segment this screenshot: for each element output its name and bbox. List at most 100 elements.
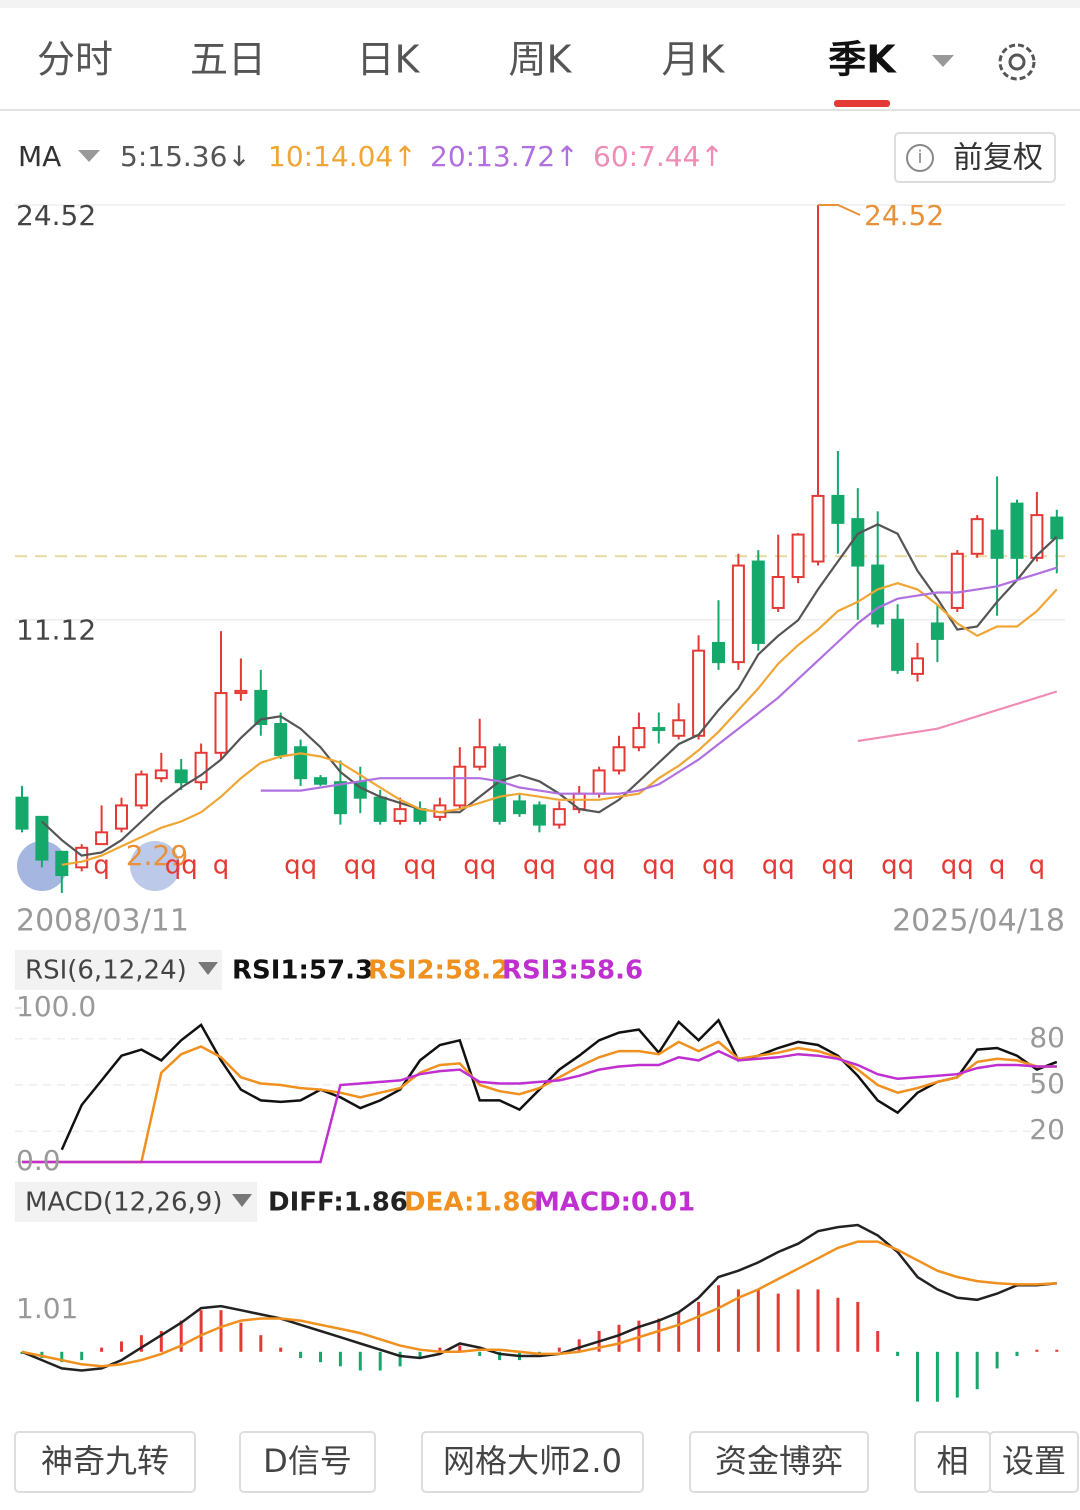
y-tick-label: 24.52 xyxy=(16,199,96,232)
info-glyph: i xyxy=(917,147,922,168)
signal-marker: q xyxy=(1029,851,1046,881)
signal-marker: qq xyxy=(941,851,974,881)
line xyxy=(260,566,1058,795)
candle-body xyxy=(811,494,825,563)
legend-entry: RSI3:58.6 xyxy=(502,956,643,986)
candle-body xyxy=(234,689,248,695)
signal-marker: qq xyxy=(702,851,735,881)
candle-body xyxy=(314,777,327,785)
candle-body xyxy=(393,808,407,822)
candle-body xyxy=(1050,516,1064,540)
candle-body xyxy=(532,804,546,826)
candle-body xyxy=(831,494,845,524)
line xyxy=(22,1049,1057,1164)
indicator-selector[interactable] xyxy=(15,1182,257,1222)
y2-tick-label: 50 xyxy=(1029,1067,1065,1100)
tool-button[interactable] xyxy=(239,1431,376,1493)
signal-marker: q xyxy=(213,851,230,881)
candle-body xyxy=(333,781,347,815)
candle-body xyxy=(413,808,427,822)
line xyxy=(61,582,1058,866)
tool-button-label[interactable]: 相 xyxy=(936,1442,968,1480)
legend-entry: 10:14.04↑ xyxy=(268,140,417,173)
candle-body xyxy=(871,564,885,625)
candle-body xyxy=(35,815,49,861)
indicator-title: MACD(12,26,9) xyxy=(25,1188,222,1218)
status-strip xyxy=(0,0,1080,8)
candle-body xyxy=(1030,514,1044,559)
candle-body xyxy=(652,727,666,732)
candle-body xyxy=(174,769,188,784)
candle-body xyxy=(950,552,964,609)
legend-entry: DIFF:1.86 xyxy=(268,1188,408,1218)
signal-marker: q xyxy=(989,851,1006,881)
tab[interactable]: 周K xyxy=(509,38,573,82)
indicator-dropdown xyxy=(232,1194,252,1207)
line xyxy=(21,1223,1057,1372)
settings-gear[interactable] xyxy=(998,43,1036,81)
candle-body xyxy=(990,529,1004,559)
tab-dropdown[interactable] xyxy=(932,55,954,67)
tool-button[interactable] xyxy=(689,1431,869,1493)
tool-button-label[interactable]: 资金博弈 xyxy=(715,1442,843,1480)
y-tick-label: 1.01 xyxy=(16,1292,78,1325)
end-date: 2025/04/18 xyxy=(892,904,1065,939)
y-tick-label: 0.0 xyxy=(16,1144,61,1177)
line xyxy=(857,690,1058,743)
candle-body xyxy=(712,641,725,664)
line xyxy=(22,1040,1057,1164)
legend-entry: 5:15.36↓ xyxy=(120,140,251,173)
candle-body xyxy=(552,808,566,826)
tool-button-label[interactable]: 设置 xyxy=(1002,1442,1066,1480)
candle-body xyxy=(95,831,109,846)
tool-button-label[interactable]: 网格大师2.0 xyxy=(443,1442,622,1480)
tool-button-label[interactable]: D信号 xyxy=(263,1442,352,1480)
candle-body xyxy=(373,796,387,822)
tab[interactable]: 日K xyxy=(357,38,421,82)
adjust-button[interactable] xyxy=(894,132,1056,183)
candle-body xyxy=(731,564,745,664)
candle-body xyxy=(891,618,905,671)
tab[interactable]: 季K xyxy=(828,38,897,82)
signal-marker: qq xyxy=(463,851,496,881)
tool-button[interactable] xyxy=(989,1431,1079,1493)
fullscreen-icon[interactable] xyxy=(130,841,180,891)
indicator-selector[interactable] xyxy=(15,950,222,990)
y-tick-label: 100.0 xyxy=(16,990,96,1023)
y-tick-label: 11.12 xyxy=(16,614,96,647)
signal-marker: qq xyxy=(284,851,317,881)
signal-marker: qq xyxy=(165,851,198,881)
candle-body xyxy=(115,804,128,830)
tool-button[interactable] xyxy=(14,1431,196,1493)
min-label: 2.29 xyxy=(126,839,188,872)
signal-marker: qq xyxy=(642,851,675,881)
ma-dropdown[interactable] xyxy=(78,150,100,162)
start-date: 2008/03/11 xyxy=(16,904,189,939)
legend-entry: RSI1:57.3 xyxy=(232,956,373,986)
indicator-dropdown xyxy=(198,962,218,975)
tool-button[interactable] xyxy=(421,1431,644,1493)
tab[interactable]: 月K xyxy=(662,38,726,82)
candle-body xyxy=(851,518,865,567)
tab[interactable]: 分时 xyxy=(37,38,113,82)
candle-body xyxy=(612,746,626,772)
adjust-label[interactable]: 前复权 xyxy=(953,141,1043,176)
candle-body xyxy=(692,649,706,737)
candle-body xyxy=(791,533,805,579)
line xyxy=(21,1240,1057,1368)
signal-marker: qq xyxy=(583,851,616,881)
signal-marker: qq xyxy=(523,851,556,881)
candle-body xyxy=(592,769,606,795)
line xyxy=(60,1018,1058,1151)
tab-underline xyxy=(834,100,890,107)
candle-body xyxy=(513,800,526,815)
tool-button-label[interactable]: 神奇九转 xyxy=(41,1442,169,1480)
max-pointer xyxy=(818,204,861,216)
candle-body xyxy=(134,773,148,807)
tab[interactable]: 五日 xyxy=(190,38,266,82)
signal-marker: qq xyxy=(344,851,377,881)
candle-body xyxy=(911,657,924,675)
signal-marker: qq xyxy=(762,851,795,881)
candle-body xyxy=(771,576,785,609)
